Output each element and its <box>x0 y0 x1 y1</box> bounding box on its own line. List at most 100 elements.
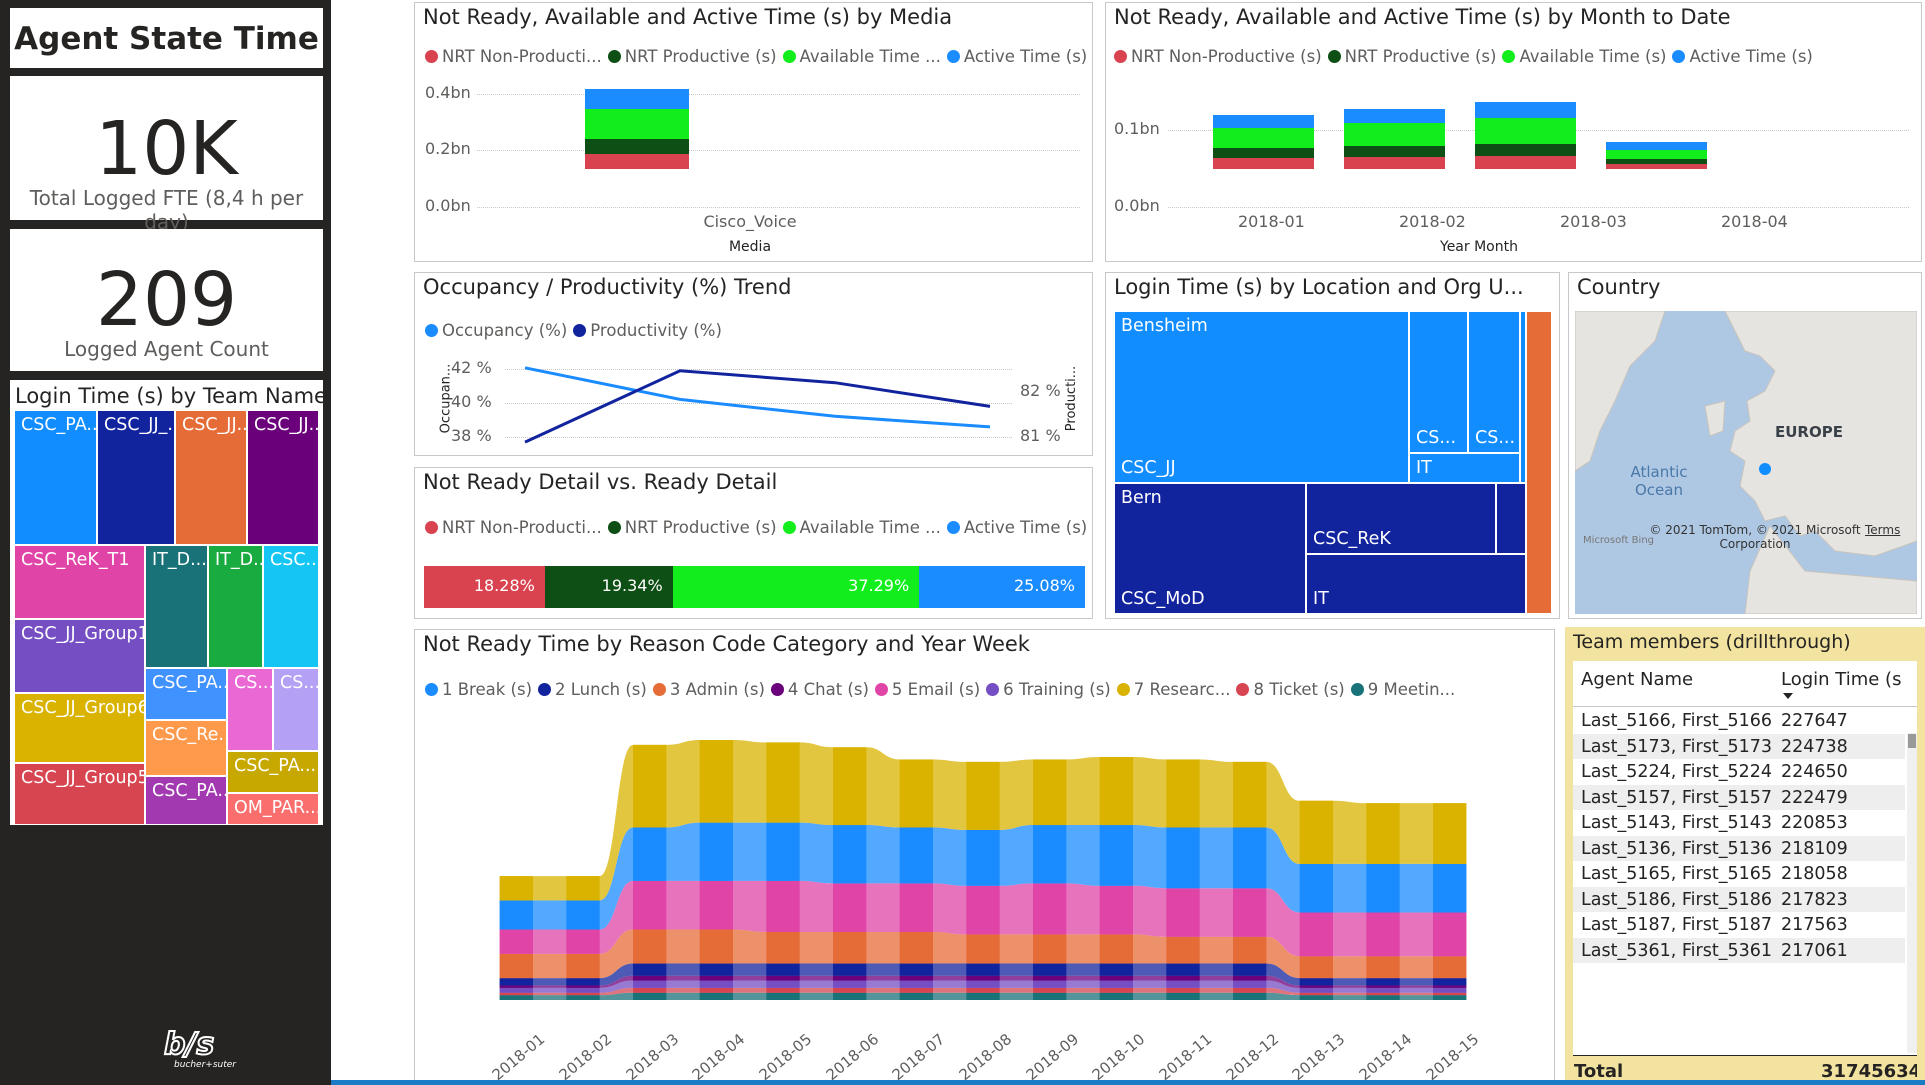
series-column[interactable] <box>1299 992 1333 996</box>
series-column[interactable] <box>899 975 933 981</box>
bar-segment[interactable] <box>1606 163 1707 169</box>
series-column[interactable] <box>766 931 800 964</box>
series-column[interactable] <box>1033 987 1067 993</box>
team-tile[interactable]: CSC_Re... <box>145 720 227 776</box>
series-column[interactable] <box>633 980 667 988</box>
series-column[interactable] <box>1366 863 1400 913</box>
bar-segment[interactable] <box>1606 142 1707 150</box>
series-column[interactable] <box>1233 963 1267 976</box>
bar-segment[interactable] <box>1213 147 1314 159</box>
bar-segment[interactable] <box>1213 114 1314 128</box>
series-column[interactable] <box>633 963 667 976</box>
series-column[interactable] <box>833 931 867 964</box>
legend-item[interactable]: 8 Ticket (s) <box>1236 680 1345 699</box>
legend-item[interactable]: 9 Meetin... <box>1350 680 1455 699</box>
series-column[interactable] <box>699 929 733 964</box>
legend-item[interactable]: Occupancy (%) <box>425 321 567 340</box>
series-column[interactable] <box>499 978 533 986</box>
col-agent-name[interactable]: Agent Name <box>1581 669 1694 690</box>
series-column[interactable] <box>1166 963 1200 976</box>
series-column[interactable] <box>699 980 733 988</box>
series-column[interactable] <box>499 987 533 993</box>
series-column[interactable] <box>1433 992 1467 996</box>
series-column[interactable] <box>699 987 733 993</box>
bar-segment[interactable] <box>1344 145 1445 158</box>
legend-item[interactable]: NRT Non-Productive (s) <box>1114 47 1322 66</box>
legend-item[interactable]: Available Time ... <box>782 518 941 537</box>
table-row[interactable]: Last_5143, First_5143 220853 <box>1573 810 1905 836</box>
series-column[interactable] <box>1233 936 1267 964</box>
bar-segment[interactable] <box>1344 108 1445 124</box>
series-column[interactable] <box>1033 963 1067 976</box>
series-column[interactable] <box>1166 980 1200 988</box>
legend-item[interactable]: NRT Productive (s) <box>607 47 777 66</box>
legend-item[interactable]: 6 Training (s) <box>986 680 1111 699</box>
team-tile[interactable]: CSC_JJ... <box>175 410 247 545</box>
series-column[interactable] <box>499 985 533 988</box>
series-column[interactable] <box>633 744 667 828</box>
legend-item[interactable]: Active Time (s) <box>946 47 1087 66</box>
series-column[interactable] <box>966 934 1000 964</box>
series-column[interactable] <box>1099 963 1133 976</box>
series-column[interactable] <box>966 980 1000 988</box>
series-column[interactable] <box>1033 980 1067 988</box>
series-column[interactable] <box>1233 975 1267 981</box>
series-column[interactable] <box>699 992 733 1000</box>
series-column[interactable] <box>499 876 533 901</box>
series-column[interactable] <box>633 987 667 993</box>
series-column[interactable] <box>899 931 933 964</box>
series-column[interactable] <box>566 929 600 954</box>
series-column[interactable] <box>1433 987 1467 993</box>
ready-segment[interactable]: 37.29% <box>672 566 920 608</box>
location-tile[interactable] <box>1496 483 1526 554</box>
series-column[interactable] <box>833 883 867 932</box>
series-column[interactable] <box>1233 827 1267 889</box>
bar-segment[interactable] <box>1213 127 1314 148</box>
series-column[interactable] <box>566 953 600 979</box>
series-column[interactable] <box>1299 987 1333 993</box>
series-column[interactable] <box>1433 956 1467 979</box>
legend-item[interactable]: Active Time (s) <box>1672 47 1813 66</box>
bar-segment[interactable] <box>585 153 689 169</box>
series-column[interactable] <box>699 975 733 981</box>
location-tile[interactable]: IT <box>1409 453 1520 483</box>
series-column[interactable] <box>766 880 800 932</box>
series-column[interactable] <box>1366 912 1400 957</box>
series-column[interactable] <box>1033 825 1067 884</box>
location-tile[interactable] <box>1520 311 1526 483</box>
table-row[interactable]: Last_5186, First_5186 217823 <box>1573 886 1905 912</box>
bar-segment[interactable] <box>1213 158 1314 169</box>
series-column[interactable] <box>1033 992 1067 1000</box>
series-column[interactable] <box>766 975 800 981</box>
series-column[interactable] <box>966 992 1000 1000</box>
series-column[interactable] <box>1033 934 1067 964</box>
team-tile[interactable]: CS... <box>227 668 273 751</box>
series-area[interactable] <box>499 975 1467 988</box>
map-canvas[interactable]: EUROPE Atlantic Ocean Microsoft Bing © 2… <box>1575 311 1917 614</box>
series-column[interactable] <box>899 963 933 976</box>
series-column[interactable] <box>633 880 667 930</box>
series-column[interactable] <box>1366 956 1400 979</box>
series-column[interactable] <box>1433 985 1467 988</box>
table-row[interactable]: Last_5165, First_5165 218058 <box>1573 861 1905 887</box>
series-column[interactable] <box>1033 883 1067 935</box>
series-column[interactable] <box>1166 975 1200 981</box>
series-column[interactable] <box>699 822 733 881</box>
series-column[interactable] <box>966 761 1000 830</box>
team-tile[interactable]: IT_D... <box>145 545 208 668</box>
legend-item[interactable]: 7 Researc... <box>1116 680 1230 699</box>
series-column[interactable] <box>1433 803 1467 864</box>
series-line[interactable] <box>524 366 991 429</box>
series-column[interactable] <box>966 975 1000 981</box>
series-column[interactable] <box>1366 995 1400 1000</box>
legend-item[interactable]: NRT Non-Producti... <box>425 47 602 66</box>
series-column[interactable] <box>1099 934 1133 964</box>
series-column[interactable] <box>1366 992 1400 996</box>
series-column[interactable] <box>1099 992 1133 1000</box>
legend-item[interactable]: 4 Chat (s) <box>770 680 869 699</box>
series-column[interactable] <box>899 980 933 988</box>
ready-segment[interactable]: 25.08% <box>919 566 1085 608</box>
series-column[interactable] <box>1366 985 1400 988</box>
scrollbar[interactable] <box>1907 733 1917 1053</box>
team-tile[interactable]: CSC_JJ_Group6 <box>14 693 145 763</box>
